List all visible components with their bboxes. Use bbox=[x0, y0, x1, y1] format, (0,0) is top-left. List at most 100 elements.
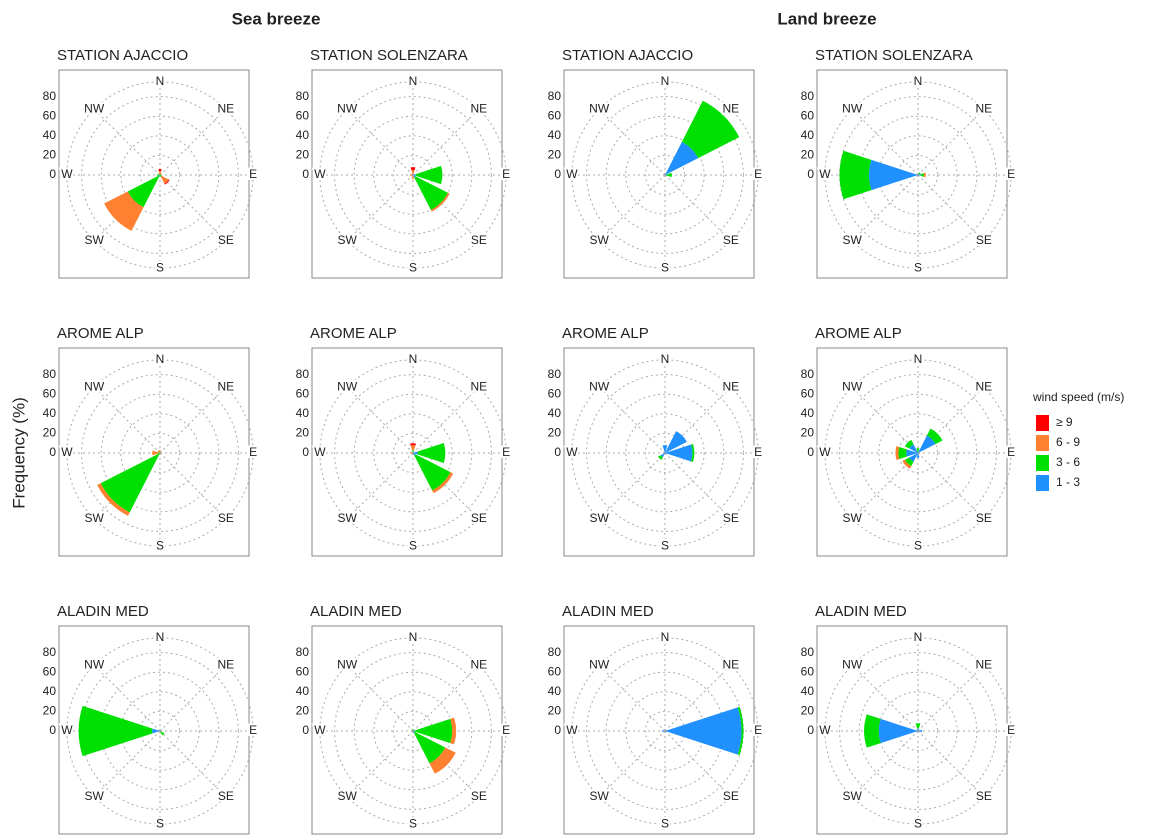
legend-swatch bbox=[1036, 435, 1049, 451]
direction-label: SE bbox=[723, 233, 739, 247]
direction-label: NE bbox=[722, 101, 739, 115]
grid-circle bbox=[858, 115, 978, 235]
wedge bbox=[152, 728, 160, 734]
direction-label: W bbox=[61, 723, 73, 737]
outer-circle bbox=[66, 359, 254, 547]
direction-label: E bbox=[249, 723, 257, 737]
wedge bbox=[839, 150, 872, 200]
r-tick-label: 20 bbox=[296, 426, 310, 440]
wedge bbox=[450, 717, 457, 745]
direction-label: S bbox=[409, 816, 417, 830]
wedge bbox=[159, 175, 161, 177]
grid-circle bbox=[605, 393, 725, 513]
direction-label: NE bbox=[975, 657, 992, 671]
direction-label: NE bbox=[217, 657, 234, 671]
direction-label: S bbox=[914, 816, 922, 830]
r-tick-label: 80 bbox=[548, 89, 562, 103]
panel-title: AROME ALP bbox=[815, 325, 902, 342]
panel-title: AROME ALP bbox=[562, 325, 649, 342]
direction-label: N bbox=[914, 352, 923, 366]
legend-title: wind speed (m/s) bbox=[1032, 390, 1124, 404]
wedge bbox=[902, 459, 912, 469]
wedge bbox=[160, 175, 162, 177]
wedge bbox=[923, 172, 926, 178]
grid-circle bbox=[353, 115, 473, 235]
panel-title: STATION SOLENZARA bbox=[310, 47, 468, 64]
r-tick-label: 20 bbox=[801, 426, 815, 440]
wedge bbox=[158, 175, 160, 177]
direction-label: NE bbox=[975, 101, 992, 115]
r-tick-label: 20 bbox=[548, 704, 562, 718]
r-tick-label: 0 bbox=[554, 167, 561, 181]
r-tick-label: 60 bbox=[296, 108, 310, 122]
grid-circle bbox=[100, 393, 220, 513]
panel-frame bbox=[563, 625, 755, 835]
panel-title: STATION SOLENZARA bbox=[815, 47, 973, 64]
panel-title: ALADIN MED bbox=[310, 603, 402, 620]
r-tick-label: 80 bbox=[548, 645, 562, 659]
wedge bbox=[410, 167, 416, 171]
direction-label: S bbox=[661, 260, 669, 274]
r-tick-label: 40 bbox=[43, 684, 57, 698]
direction-label: N bbox=[156, 74, 165, 88]
direction-label: W bbox=[819, 445, 831, 459]
direction-label: NE bbox=[975, 379, 992, 393]
r-tick-label: 20 bbox=[548, 148, 562, 162]
r-tick-label: 60 bbox=[43, 664, 57, 678]
wedge bbox=[152, 450, 159, 456]
spoke bbox=[159, 730, 227, 798]
wedge bbox=[904, 457, 914, 467]
wedge bbox=[160, 174, 161, 176]
spoke bbox=[598, 108, 666, 176]
r-tick-label: 40 bbox=[43, 128, 57, 142]
outer-circle bbox=[571, 81, 759, 269]
direction-label: E bbox=[1007, 723, 1015, 737]
legend-label: 6 - 9 bbox=[1056, 435, 1080, 449]
outer-circle bbox=[66, 81, 254, 269]
panel-frame bbox=[58, 347, 250, 557]
wedge bbox=[915, 723, 921, 729]
legend-label: ≥ 9 bbox=[1056, 415, 1073, 429]
r-tick-label: 60 bbox=[548, 108, 562, 122]
direction-label: SW bbox=[842, 233, 862, 247]
grid-circle bbox=[644, 154, 686, 196]
wedge bbox=[413, 730, 415, 732]
wedge bbox=[413, 731, 446, 764]
grid-circle bbox=[858, 393, 978, 513]
panel-title: STATION AJACCIO bbox=[562, 47, 693, 64]
direction-label: NW bbox=[337, 379, 358, 393]
wedge bbox=[665, 174, 667, 176]
wedge bbox=[160, 174, 162, 176]
wedge bbox=[412, 729, 414, 731]
wedge bbox=[429, 747, 456, 774]
direction-label: W bbox=[819, 167, 831, 181]
direction-label: SE bbox=[218, 789, 234, 803]
spoke bbox=[346, 730, 414, 798]
spoke bbox=[598, 730, 666, 798]
wedge bbox=[100, 453, 160, 513]
direction-label: N bbox=[914, 630, 923, 644]
wedge bbox=[904, 439, 914, 449]
r-tick-label: 0 bbox=[554, 445, 561, 459]
direction-label: E bbox=[754, 723, 762, 737]
direction-label: NW bbox=[842, 101, 863, 115]
r-tick-label: 40 bbox=[801, 406, 815, 420]
panel-frame bbox=[311, 69, 503, 279]
direction-label: E bbox=[754, 167, 762, 181]
legend-swatch bbox=[1036, 415, 1049, 431]
spoke bbox=[851, 174, 919, 242]
direction-label: S bbox=[156, 260, 164, 274]
grid-circle bbox=[334, 96, 492, 254]
direction-label: W bbox=[819, 723, 831, 737]
wedge bbox=[906, 449, 918, 457]
wedge bbox=[662, 730, 665, 732]
wedge bbox=[662, 445, 668, 453]
direction-label: W bbox=[566, 445, 578, 459]
spoke bbox=[917, 730, 985, 798]
spoke bbox=[93, 108, 161, 176]
direction-label: SW bbox=[589, 789, 609, 803]
wedge bbox=[159, 174, 161, 175]
wedge bbox=[658, 455, 663, 460]
wedge bbox=[909, 453, 918, 462]
direction-label: W bbox=[566, 723, 578, 737]
